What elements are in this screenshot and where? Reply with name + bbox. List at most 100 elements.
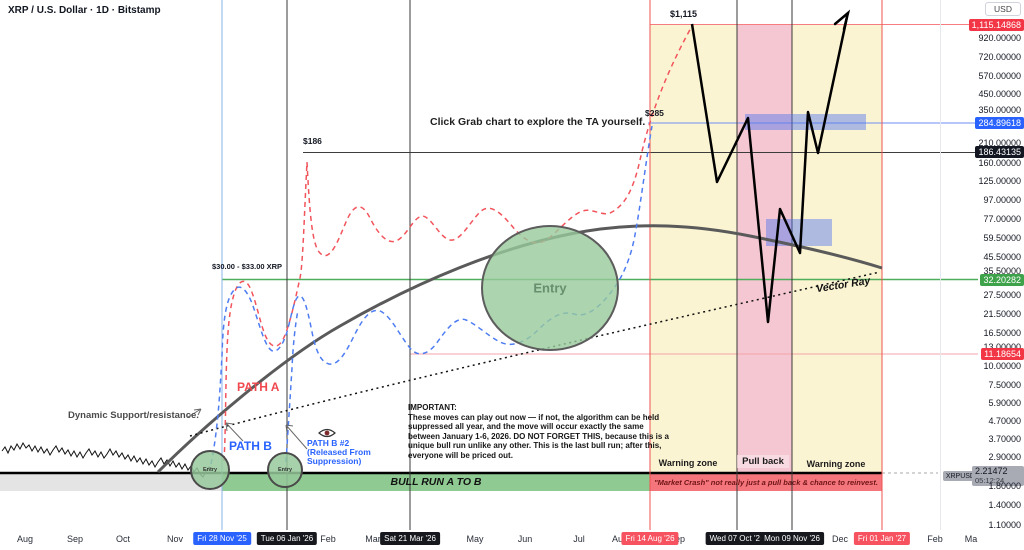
pull-back-label: Pull back xyxy=(737,455,789,468)
entry-circle-2[interactable] xyxy=(267,452,303,488)
path-b2-curve[interactable] xyxy=(285,309,299,463)
price-tick: 1.10000 xyxy=(988,520,1021,530)
pullback-zone-area xyxy=(737,24,792,473)
path-b-label: PATH B xyxy=(229,439,272,453)
date-tag: Mon 09 Nov '26 xyxy=(760,532,824,545)
price-tick: 35.50000 xyxy=(983,266,1021,276)
warning-zone-right-label: Warning zone xyxy=(806,459,866,469)
month-label: Jun xyxy=(517,534,533,544)
price-level-tag: 11.18654 xyxy=(981,347,1024,360)
path-b2-line1: PATH B #2 xyxy=(307,438,350,448)
bull-run-label: BULL RUN A TO B xyxy=(390,476,482,488)
date-tag: Wed 07 Oct '26 xyxy=(705,532,769,545)
date-tag: Sat 21 Mar '26 xyxy=(380,532,440,545)
month-label: Aug xyxy=(16,534,34,544)
gray-band xyxy=(0,474,222,491)
price-tick: 13.00000 xyxy=(983,342,1021,352)
entry-circle-1-label: Entry xyxy=(202,467,218,473)
path-a-curve[interactable] xyxy=(223,25,693,462)
price-tick: 4.70000 xyxy=(988,416,1021,426)
price-tick: 450.00000 xyxy=(978,89,1021,99)
month-label: Mar xyxy=(365,534,381,544)
path-b2-line3: Suppression) xyxy=(307,456,362,466)
path-b2-arrow-icon xyxy=(285,424,308,450)
bar-countdown: 05:12:24 xyxy=(975,476,1005,485)
resistance-box-upper[interactable] xyxy=(745,114,866,130)
entry-circle-2-label: Entry xyxy=(277,467,293,473)
price-level-tag: 32.20282 xyxy=(980,273,1024,286)
target-1115-label: $1,115 xyxy=(670,9,698,19)
projection-zigzag[interactable] xyxy=(690,16,849,324)
symbol-title[interactable]: XRP / U.S. Dollar · 1D · Bitstamp xyxy=(8,5,161,16)
dynamic-support-arrow-icon xyxy=(187,408,202,418)
price-tick: 3.70000 xyxy=(988,434,1021,444)
entry-ellipse-label: Entry xyxy=(533,280,567,296)
important-title: IMPORTANT: xyxy=(408,403,457,412)
month-label: Aug xyxy=(611,534,629,544)
path-a-label: PATH A xyxy=(237,380,280,394)
price-history-candles xyxy=(1,441,213,478)
path-b2-line2: (Released From xyxy=(307,447,371,457)
month-label: Ma xyxy=(964,534,978,544)
warning-zone-left-label: Warning zone xyxy=(658,458,718,468)
price-tick: 1.40000 xyxy=(988,500,1021,510)
month-label: Jul xyxy=(573,534,585,544)
month-label: Feb xyxy=(927,534,943,544)
price-tick: 21.50000 xyxy=(983,309,1021,319)
market-crash-band xyxy=(650,474,882,491)
price-tick: 10.00000 xyxy=(983,361,1021,371)
entry-ellipse[interactable] xyxy=(481,225,619,351)
date-tag: Tue 06 Jan '26 xyxy=(256,532,318,545)
path-b2-label: PATH B #2 (Released From Suppression) xyxy=(307,439,371,466)
target-186-label: $186 xyxy=(303,136,322,146)
month-label: Dec xyxy=(831,534,849,544)
zigzag-arrowhead-icon xyxy=(833,9,851,31)
date-tag: Fri 01 Jan '27 xyxy=(853,532,911,545)
price-level-tag: 186.43135 xyxy=(975,145,1024,158)
resistance-box-lower[interactable] xyxy=(766,219,832,246)
important-body: These moves can play out now — if not, t… xyxy=(408,412,669,460)
price-tick: 5.90000 xyxy=(988,398,1021,408)
bull-run-band xyxy=(222,474,650,491)
price-tick: 27.50000 xyxy=(983,290,1021,300)
price-level-tag: 284.89618 xyxy=(975,116,1024,129)
price-tick: 125.00000 xyxy=(978,176,1021,186)
price-tick: 97.00000 xyxy=(983,195,1021,205)
month-label: Nov xyxy=(166,534,184,544)
target-285-label: $285 xyxy=(645,108,664,118)
current-price-chip: 2.21472 05:12:24 xyxy=(972,466,1024,486)
price-tick: 7.50000 xyxy=(988,380,1021,390)
click-grab-note: Click Grab chart to explore the TA yours… xyxy=(430,116,646,128)
target-30-33-label: $30.00 - $33.00 XRP xyxy=(212,262,283,271)
price-level-tag: 1,115.14868 xyxy=(968,18,1024,31)
market-crash-label: "Market Crash" not really just a pull ba… xyxy=(654,478,878,487)
price-tick: 210.00000 xyxy=(978,138,1021,148)
price-tick: 77.00000 xyxy=(983,214,1021,224)
path-b-arrow-icon xyxy=(225,422,244,442)
eye-pupil-icon xyxy=(324,430,330,436)
entry-circle-1[interactable] xyxy=(190,450,230,490)
currency-button[interactable]: USD xyxy=(985,2,1021,16)
price-axis[interactable]: USD XRPUSD 2.21472 05:12:24 920.00000 720… xyxy=(940,0,1024,530)
price-tick: 2.90000 xyxy=(988,452,1021,462)
month-label: Oct xyxy=(115,534,131,544)
dynamic-support-label: Dynamic Support/resistance. xyxy=(68,410,199,421)
time-axis[interactable]: AugSepOctNovFebMarMayJunJulAugSepDecFebM… xyxy=(0,530,1024,550)
month-label: May xyxy=(466,534,484,544)
month-label: Feb xyxy=(320,534,336,544)
date-tag: Fri 14 Aug '26 xyxy=(621,532,679,545)
price-tick: 720.00000 xyxy=(978,52,1021,62)
price-tick: 16.50000 xyxy=(983,328,1021,338)
price-tick: 1.80000 xyxy=(988,481,1021,491)
month-label: Sep xyxy=(66,534,84,544)
price-tick: 45.50000 xyxy=(983,252,1021,262)
price-tick: 570.00000 xyxy=(978,71,1021,81)
date-tag: Fri 28 Nov '25 xyxy=(193,532,251,545)
current-price-value: 2.21472 xyxy=(975,466,1008,476)
price-tick: 59.50000 xyxy=(983,233,1021,243)
price-tick: 160.00000 xyxy=(978,158,1021,168)
current-symbol-chip: XRPUSD xyxy=(942,471,978,481)
vector-ray-line[interactable] xyxy=(189,271,881,437)
